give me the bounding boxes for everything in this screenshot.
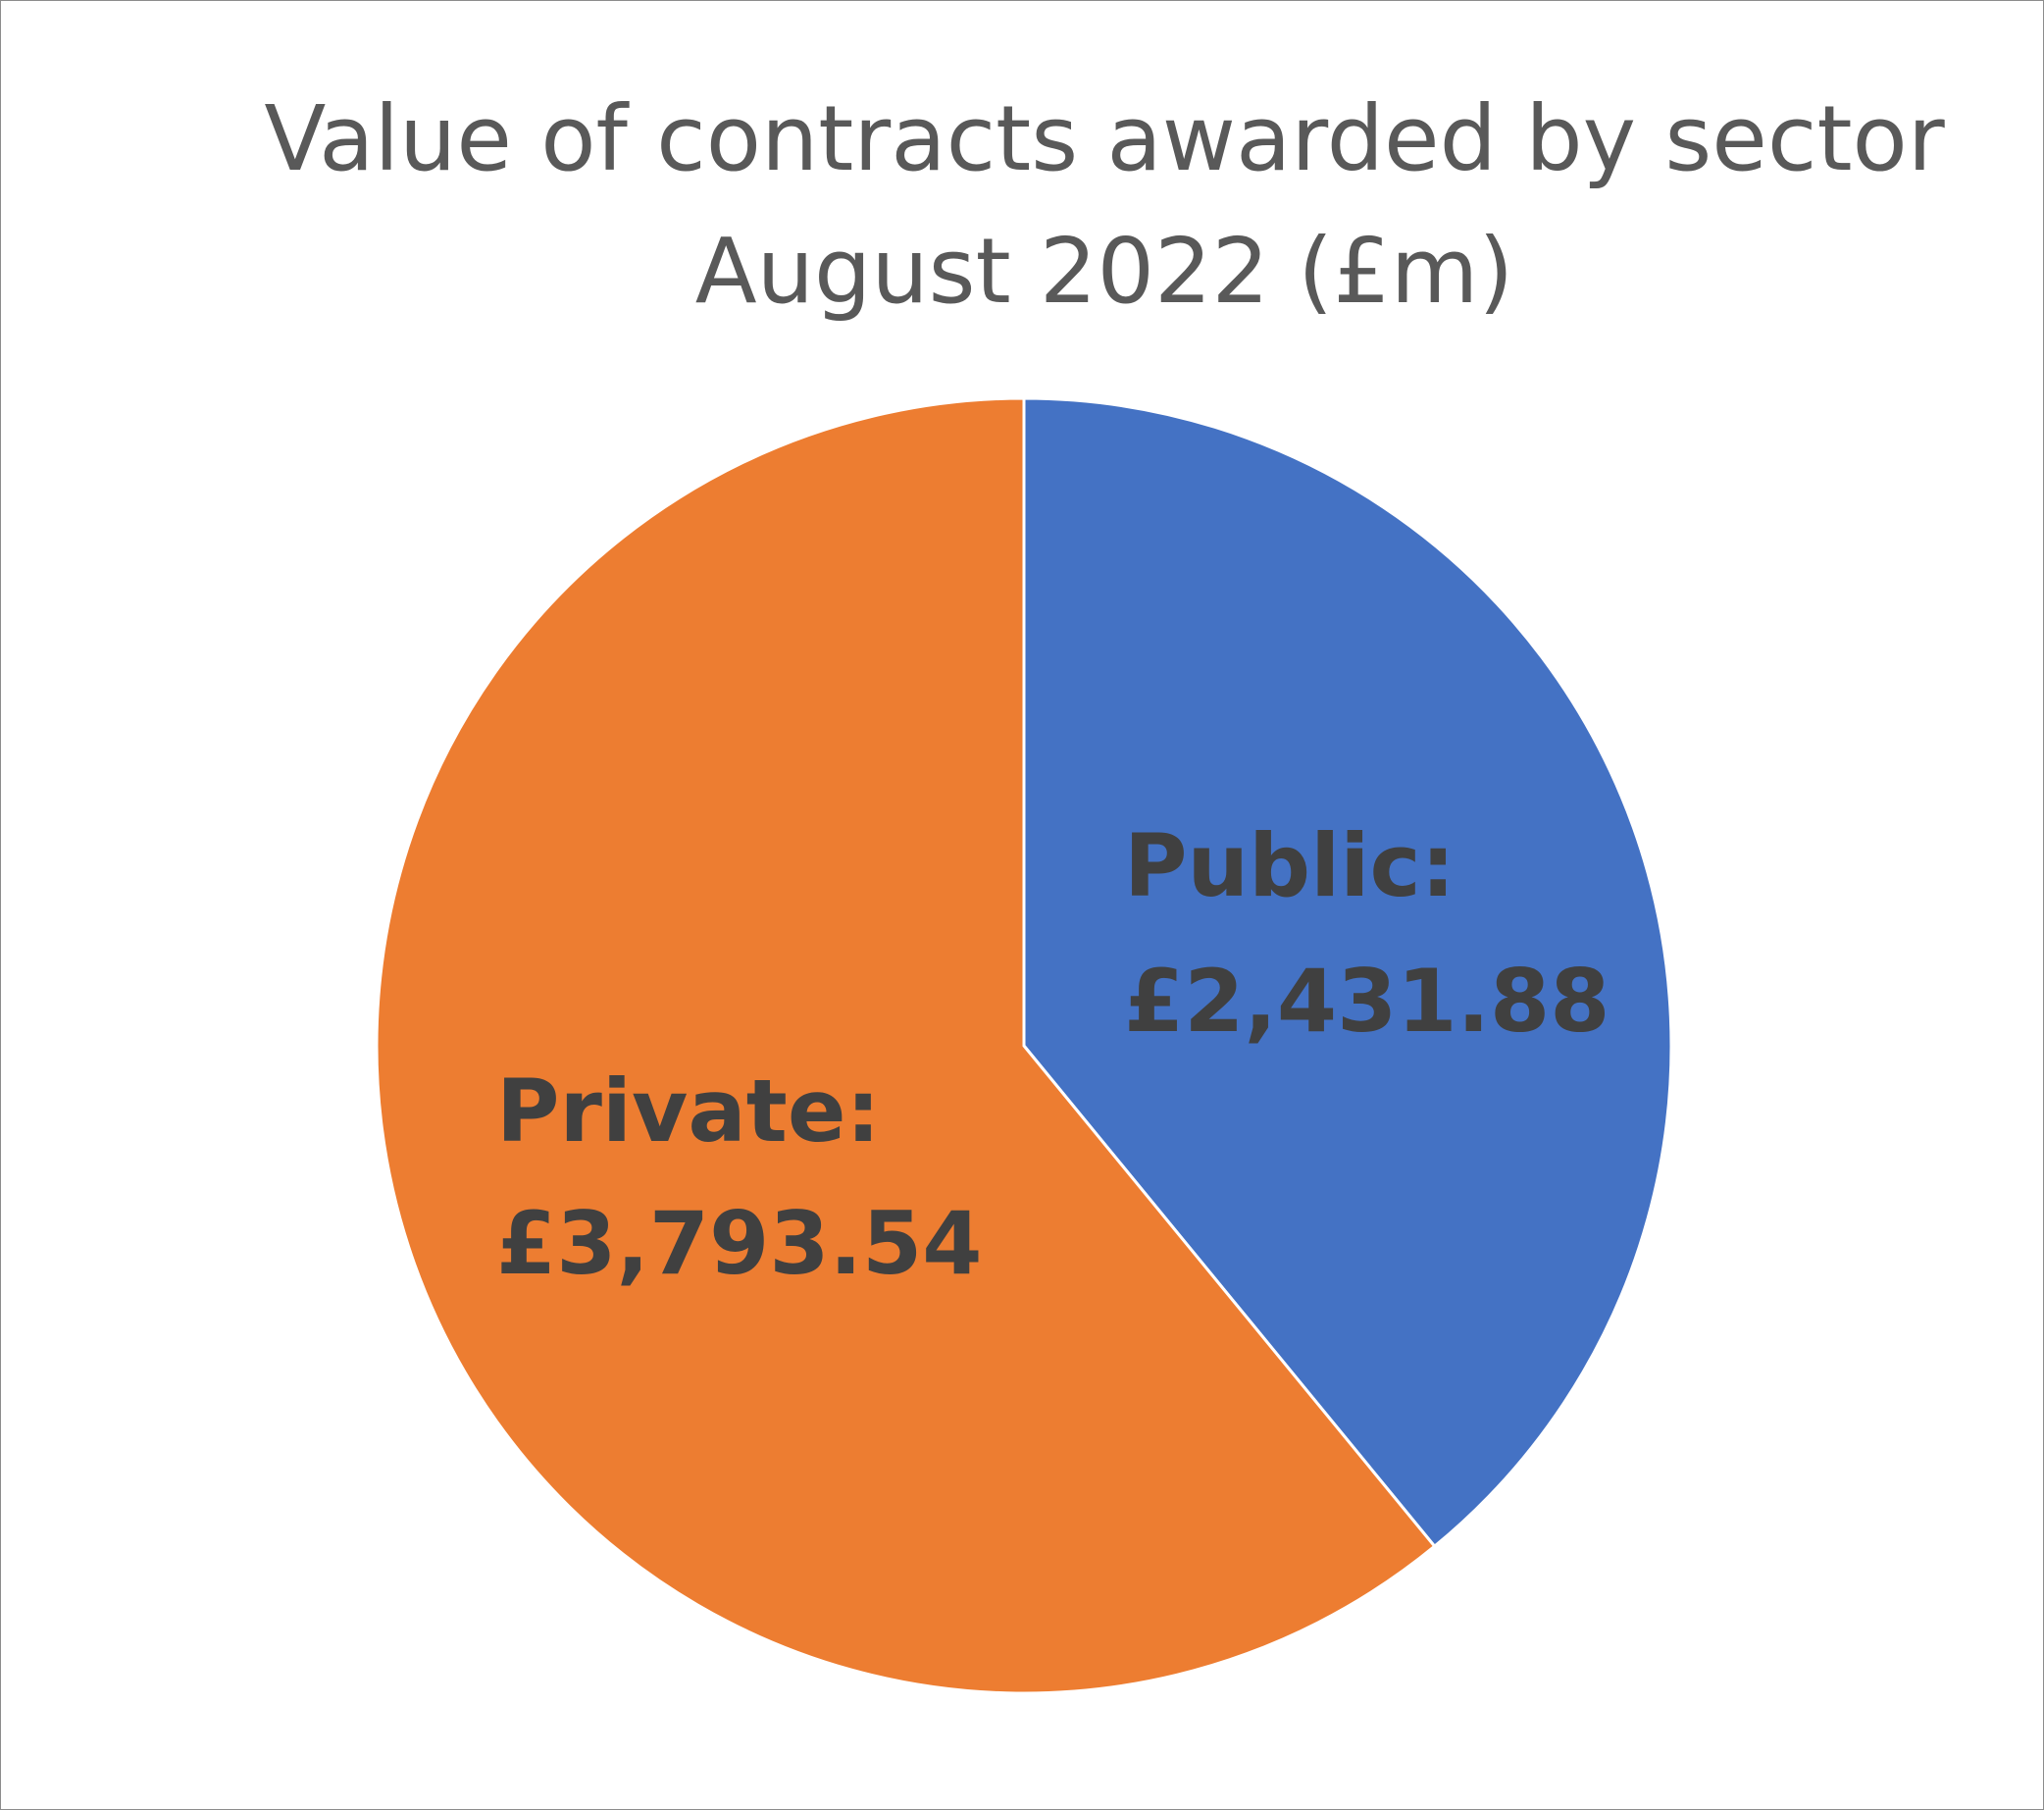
data-label-public-value: £2,431.88 (1124, 951, 1610, 1052)
data-label-private-name: Private: (496, 1060, 881, 1162)
data-label-private-value: £3,793.54 (496, 1193, 982, 1294)
pie-slice-public (1022, 396, 1673, 1549)
data-label-public-name: Public: (1124, 815, 1456, 916)
chart-title-line-1: Value of contracts awarded by sector (264, 86, 1945, 191)
pie-slice-private (375, 396, 1437, 1695)
chart-title-line-2: August 2022 (£m) (694, 219, 1514, 324)
